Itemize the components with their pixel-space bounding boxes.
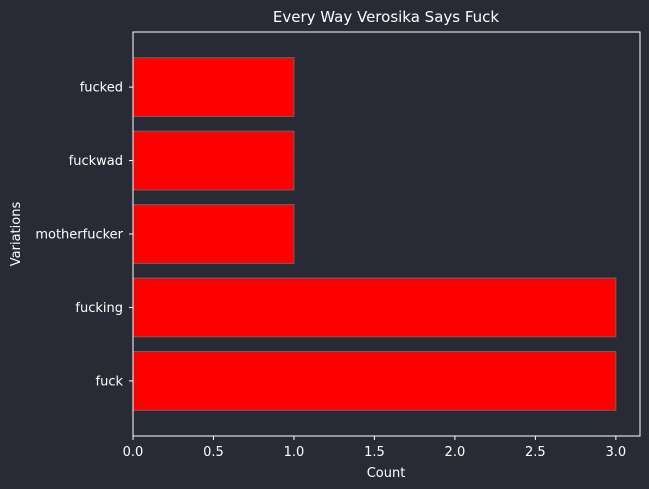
y-tick-label: fucking	[75, 301, 123, 316]
x-axis-ticks: 0.0 0.5 1.0 1.5 2.0 2.5 3.0	[123, 436, 627, 460]
plot-frame	[132, 31, 641, 437]
bar-fucking	[132, 277, 617, 338]
bar-motherfucker	[132, 204, 295, 264]
x-tick-label: 0.5	[203, 445, 224, 460]
y-tick-label: fuckwad	[69, 154, 123, 169]
bar-fucked	[132, 57, 295, 117]
bar-fuckwad	[132, 130, 295, 191]
y-tick-label: motherfucker	[35, 228, 123, 243]
chart-title: Every Way Verosika Says Fuck	[273, 8, 500, 26]
x-tick-label: 0.0	[123, 445, 144, 460]
bar-fuck	[132, 351, 617, 411]
x-tick-label: 3.0	[606, 445, 627, 460]
y-tick-label: fuck	[96, 374, 124, 389]
x-tick-label: 1.5	[364, 445, 385, 460]
y-axis-label: Variations	[9, 202, 24, 267]
y-tick-label: fucked	[80, 81, 123, 96]
y-axis-ticks: fuck fucking motherfucker fuckwad fucked	[35, 81, 133, 389]
x-tick-label: 2.0	[445, 445, 466, 460]
x-axis-label: Count	[367, 466, 406, 481]
x-tick-label: 2.5	[525, 445, 546, 460]
bars-group	[132, 57, 617, 411]
x-tick-label: 1.0	[284, 445, 305, 460]
plot-border	[132, 31, 641, 437]
